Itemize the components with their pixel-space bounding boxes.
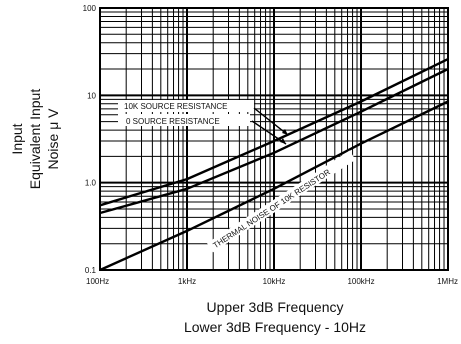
y-axis-label: Input Equivalent Input Noise μ V [9, 89, 61, 190]
series-line-3 [99, 100, 449, 272]
y-axis-label-line-2: Equivalent Input [27, 89, 43, 190]
x-tick-label: 1kHz [178, 277, 196, 286]
x-axis-label-line-2: Lower 3dB Frequency - 10Hz [184, 319, 366, 335]
series-line-1 [99, 58, 449, 207]
x-tick-label: 1MHz [437, 277, 458, 286]
y-tick-label: 1.0 [85, 179, 97, 188]
y-tick-label: 10 [87, 91, 96, 100]
x-axis-label-line-1: Upper 3dB Frequency [207, 299, 344, 315]
y-axis-label-line-3: Noise μ V [45, 108, 61, 170]
annotation-10k-background [118, 100, 254, 112]
x-tick-label: 10kHz [263, 277, 286, 286]
series-line-2 [99, 67, 449, 215]
y-tick-label: 100 [83, 4, 97, 13]
tick-label-layer: 100Hz 1kHz 10kHz 100kHz 1MHz 0.1 1.0 10 100 [83, 4, 458, 286]
y-axis-label-line-1: Input [9, 123, 25, 154]
x-tick-label: 100Hz [86, 277, 109, 286]
annotation-10k-arrowhead [282, 129, 288, 135]
x-tick-label: 100kHz [347, 277, 374, 286]
plot-frame [99, 7, 449, 271]
annotation-0-background [118, 114, 250, 126]
y-tick-label: 0.1 [85, 266, 97, 275]
annotation-10k-leader [253, 107, 289, 136]
annotation-10k-source-resistance: 10K SOURCE RESISTANCE [124, 102, 227, 111]
annotation-thermal-background [206, 150, 356, 253]
annotation-0-source-resistance: 0 SOURCE RESISTANCE [126, 117, 220, 126]
annotation-0-arrowhead [280, 138, 286, 144]
series-layer [99, 58, 449, 272]
annotation-0-leader [251, 120, 287, 145]
